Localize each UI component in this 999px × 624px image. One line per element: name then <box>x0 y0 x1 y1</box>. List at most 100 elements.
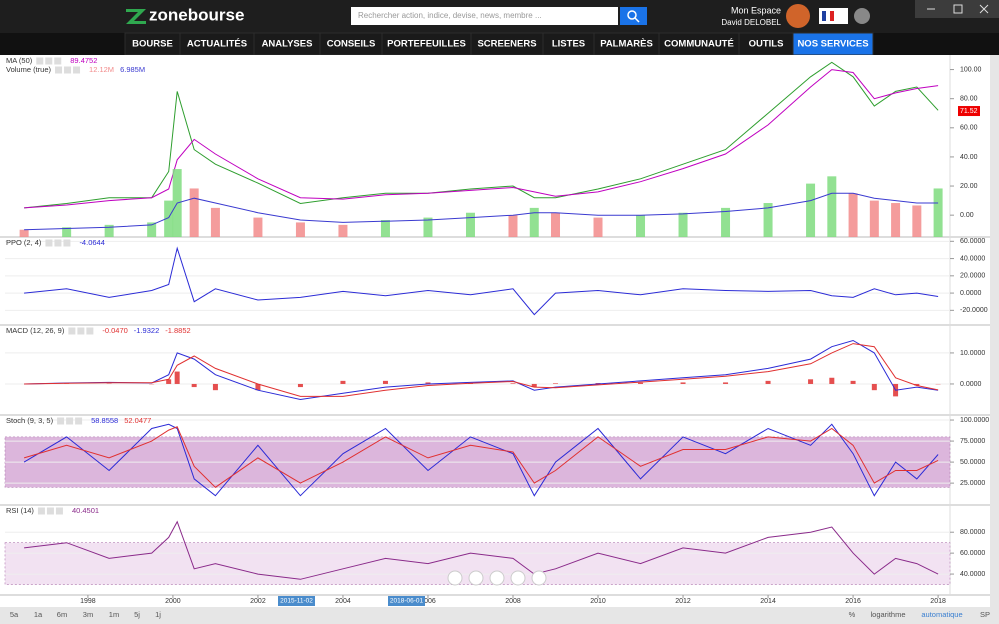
x-tick-label: 2000 <box>165 598 181 605</box>
bar <box>638 382 644 384</box>
nav-item[interactable]: NOS SERVICES <box>797 39 868 50</box>
legend-icon[interactable] <box>37 507 45 515</box>
x-tick-label: 2006 <box>420 598 436 605</box>
account-link[interactable]: Mon Espace <box>731 5 781 15</box>
avatar[interactable] <box>786 4 810 28</box>
user-name[interactable]: David DELOBEL <box>721 18 781 27</box>
search-box[interactable] <box>351 7 618 25</box>
bar <box>806 183 816 237</box>
series-line <box>23 426 939 488</box>
legend-icon[interactable] <box>75 417 83 425</box>
bar <box>189 188 199 237</box>
period-button[interactable]: 5j <box>134 610 140 619</box>
legend-icon[interactable] <box>54 239 62 247</box>
zoom-button[interactable] <box>531 570 547 586</box>
bar <box>871 383 877 391</box>
bar <box>593 217 603 237</box>
scrollbar[interactable] <box>990 55 999 607</box>
maximize[interactable] <box>953 4 963 14</box>
search-placeholder: Rechercher action, indice, devise, news,… <box>358 11 542 20</box>
logo[interactable]: zonebourse <box>126 5 244 24</box>
bar <box>765 380 771 384</box>
search-button[interactable] <box>620 7 647 25</box>
period-button[interactable]: 6m <box>57 610 67 619</box>
legend-reading: 12.12M <box>89 65 114 74</box>
nav-item[interactable]: BOURSE <box>132 39 173 50</box>
nav-item[interactable]: LISTES <box>552 39 585 50</box>
option-button[interactable]: % <box>849 610 856 619</box>
nav-item[interactable]: ANALYSES <box>262 39 313 50</box>
date-marker <box>388 596 425 606</box>
bar <box>295 222 305 237</box>
bar <box>678 212 688 237</box>
option-button[interactable]: logarithme <box>870 610 905 619</box>
legend-icon[interactable] <box>68 327 76 335</box>
legend-icon[interactable] <box>45 57 53 65</box>
legend-icon[interactable] <box>54 57 62 65</box>
period-button[interactable]: 3m <box>83 610 93 619</box>
flag <box>830 11 834 21</box>
period-button[interactable]: 5a <box>10 610 19 619</box>
bar <box>104 224 114 237</box>
bar <box>551 212 561 237</box>
nav-item[interactable]: ACTUALITÉS <box>187 39 247 50</box>
x-tick-label: 1998 <box>80 598 96 605</box>
logo-text: zonebourse <box>149 5 244 24</box>
x-tick-label: 2004 <box>335 598 351 605</box>
logo-icon <box>126 9 146 24</box>
zoom-button[interactable] <box>510 570 526 586</box>
legend-label: Stoch (9, 3, 5) <box>6 416 54 425</box>
legend-icon[interactable] <box>55 66 63 74</box>
zoom-button[interactable] <box>447 570 463 586</box>
legend-icon[interactable] <box>77 327 85 335</box>
series-line <box>24 339 939 401</box>
legend-icon[interactable] <box>45 239 53 247</box>
y-tick-label: 25.0000 <box>960 480 985 487</box>
series-line <box>24 520 939 580</box>
nav-item[interactable]: COMMUNAUTÉ <box>664 39 734 50</box>
legend-icon[interactable] <box>36 57 44 65</box>
nav-item[interactable]: SCREENERS <box>477 39 536 50</box>
nav-item[interactable]: PALMARÈS <box>600 39 653 50</box>
chart-area <box>0 55 999 607</box>
nav-item[interactable]: PORTEFEUILLES <box>387 39 466 50</box>
bar <box>808 379 814 384</box>
nav-item[interactable]: CONSEILS <box>327 39 376 50</box>
bar <box>914 383 920 386</box>
last-price-label: 71.52 <box>960 108 978 115</box>
close[interactable] <box>979 4 989 14</box>
window-controls <box>915 0 999 18</box>
period-button[interactable]: 1m <box>109 610 119 619</box>
option-button[interactable]: automatique <box>921 610 962 619</box>
legend-icon[interactable] <box>55 507 63 515</box>
x-tick-label: 2012 <box>675 598 691 605</box>
nav-item[interactable]: OUTILS <box>749 39 784 50</box>
legend-icon[interactable] <box>57 417 65 425</box>
zoom-button[interactable] <box>468 570 484 586</box>
zoom-button[interactable] <box>489 570 505 586</box>
search-icon <box>627 10 637 20</box>
legend-icon[interactable] <box>46 507 54 515</box>
settings[interactable] <box>854 8 870 24</box>
bar <box>933 188 943 237</box>
legend-icon[interactable] <box>73 66 81 74</box>
legend-icon[interactable] <box>66 417 74 425</box>
search-icon <box>634 17 640 23</box>
legend-icon[interactable] <box>64 66 72 74</box>
legend-icon[interactable] <box>63 239 71 247</box>
legend-reading: 6.985M <box>120 65 145 74</box>
x-tick-label: 2018 <box>930 598 946 605</box>
period-button[interactable]: 1a <box>34 610 43 619</box>
option-button[interactable]: SP <box>980 610 990 619</box>
series-line <box>24 246 939 316</box>
bar <box>255 383 261 391</box>
y-tick-label: 40.0000 <box>960 255 985 262</box>
bar <box>721 207 731 237</box>
bar <box>210 207 220 237</box>
legend-icon[interactable] <box>86 327 94 335</box>
period-button[interactable]: 1j <box>155 610 161 619</box>
bar <box>510 383 516 384</box>
legend-reading: 89.4752 <box>70 56 97 65</box>
legend-reading: 58.8558 <box>91 416 118 425</box>
bar <box>212 383 218 391</box>
